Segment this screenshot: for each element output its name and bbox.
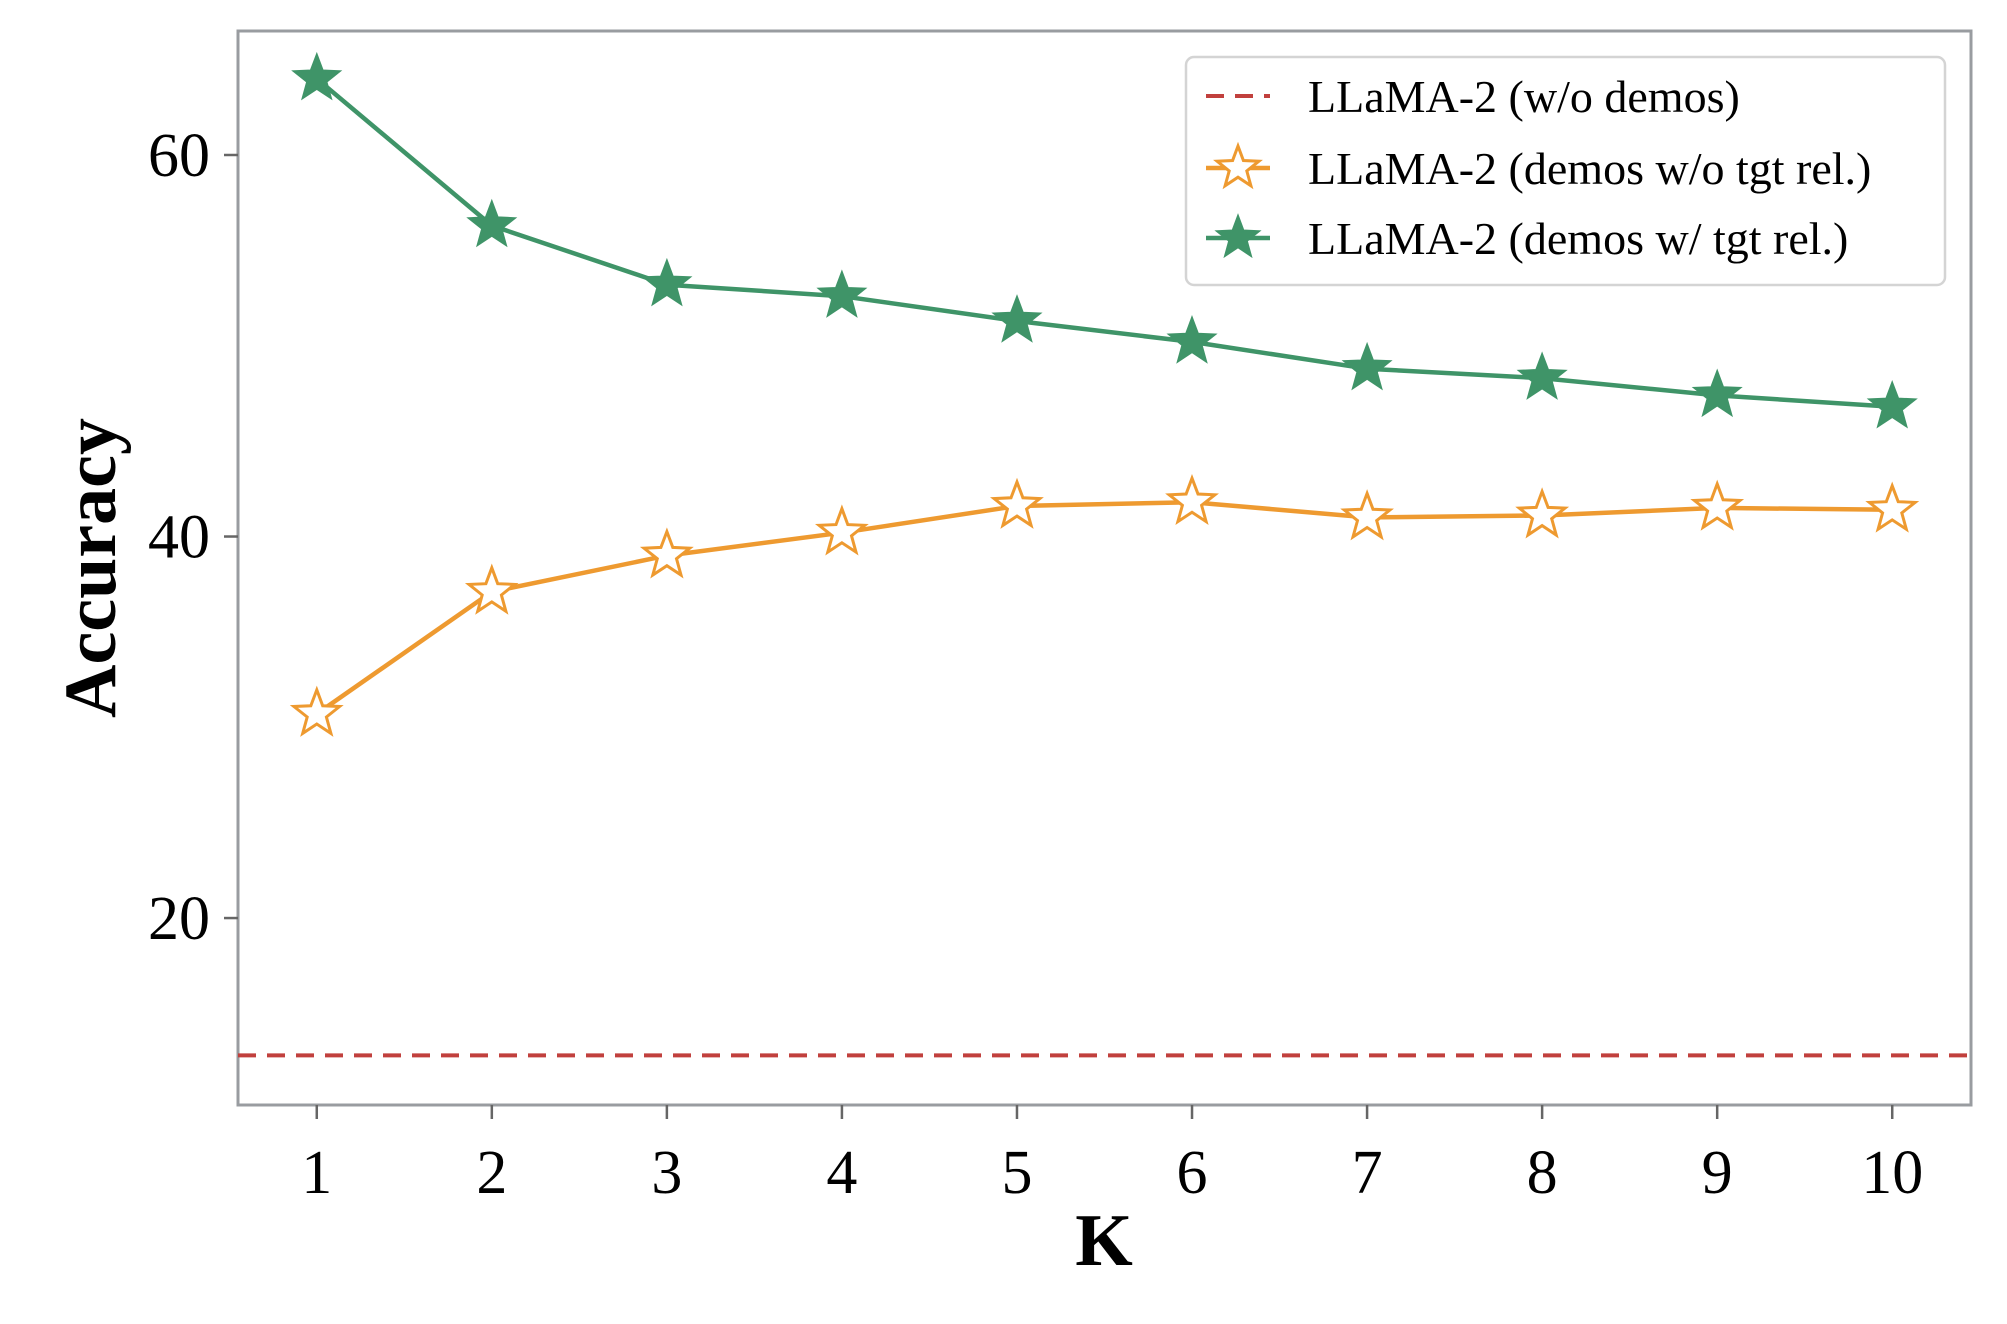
series-line-1	[315, 499, 1893, 716]
legend-label-baseline: LLaMA-2 (w/o demos)	[1308, 71, 1740, 122]
legend-swatch-marker-2	[1214, 213, 1262, 259]
legend-label-1: LLaMA-2 (demos w/o tgt rel.)	[1308, 143, 1871, 194]
x-tick-label: 9	[1702, 1139, 1733, 1207]
series-1-point	[1690, 479, 1745, 531]
x-tick-label: 5	[1001, 1139, 1032, 1207]
series-2-point	[1166, 315, 1218, 364]
y-tick-label: 60	[148, 122, 210, 190]
y-axis-label: Accuracy	[50, 418, 132, 718]
legend-box	[1184, 55, 1947, 287]
x-tick-label: 3	[651, 1139, 682, 1207]
series-2-point	[1341, 341, 1393, 391]
x-tick-label: 4	[826, 1139, 857, 1207]
series-1-point	[1340, 489, 1394, 541]
series-2-point	[466, 198, 518, 248]
series-1-point	[639, 527, 694, 579]
legend-swatch-marker-1	[1213, 141, 1263, 190]
legend-entries: LLaMA-2 (w/o demos) LLaMA-2 (demos w/o tg…	[1206, 71, 1871, 264]
series-1-point	[815, 504, 869, 556]
series-1-point	[464, 563, 519, 615]
series-2-point	[291, 51, 343, 101]
plot-frame	[236, 29, 1973, 1107]
series-2-point	[641, 257, 693, 307]
series-line-2	[315, 76, 1893, 410]
series-1-point	[990, 477, 1044, 529]
y-tick-label: 20	[148, 885, 210, 953]
series-1-point	[289, 685, 344, 737]
series-2-point	[1691, 368, 1743, 418]
series-1-point	[1165, 473, 1219, 526]
series-2-point	[1516, 351, 1568, 400]
series-2-point	[1866, 379, 1918, 429]
series-2-point	[816, 269, 868, 318]
x-axis-label: K	[1075, 1200, 1133, 1282]
legend: LLaMA-2 (w/o demos) LLaMA-2 (demos w/o tg…	[1184, 55, 1947, 287]
y-tick-label: 40	[148, 504, 210, 572]
legend-label-2: LLaMA-2 (demos w/ tgt rel.)	[1308, 213, 1848, 264]
x-tick-label: 6	[1177, 1139, 1208, 1207]
x-tick-label: 8	[1527, 1139, 1558, 1207]
series-1-point	[1515, 487, 1570, 539]
series-1-point	[1865, 481, 1920, 533]
x-tick-label: 1	[301, 1139, 332, 1207]
series-layer	[289, 51, 1920, 737]
x-tick-label: 2	[476, 1139, 507, 1207]
ticks-layer: 1 2 3 4 5 6 7 8 9 10 20 40 60	[148, 122, 1923, 1207]
x-tick-label: 10	[1861, 1139, 1923, 1207]
series-2-point	[991, 294, 1043, 343]
x-tick-label: 7	[1352, 1139, 1383, 1207]
